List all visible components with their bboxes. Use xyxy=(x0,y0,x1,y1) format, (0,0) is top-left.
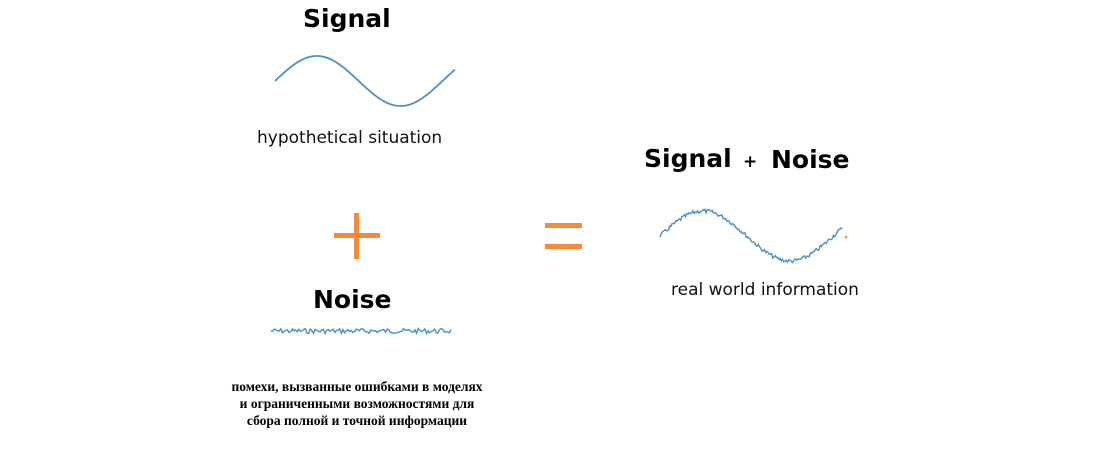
signal-plus-noise-line xyxy=(659,208,843,264)
result-title-signal: Signal xyxy=(644,144,732,173)
signal-caption: hypothetical situation xyxy=(257,128,443,148)
equals-operator-top-bar xyxy=(545,223,582,228)
signal-wave xyxy=(274,55,456,107)
plus-operator-vertical xyxy=(354,213,359,259)
signal-wave-line xyxy=(274,55,456,107)
equals-operator-bottom-bar xyxy=(545,244,582,249)
result-title-plus: + xyxy=(743,152,758,172)
noise-description: помехи, вызванные ошибками в моделях и о… xyxy=(207,378,507,429)
signal-title: Signal xyxy=(303,4,391,33)
noise-title: Noise xyxy=(313,285,392,314)
signal-plus-noise-wave xyxy=(659,208,848,264)
equals-operator xyxy=(545,223,582,251)
wave-end-dot xyxy=(844,235,848,239)
result-caption: real world information xyxy=(671,280,859,300)
noise-description-line-2: и ограниченными возможностями для xyxy=(239,396,475,411)
noise-description-line-3: сбора полной и точной информации xyxy=(246,413,468,428)
plus-operator xyxy=(334,213,380,259)
noise-wave-line xyxy=(270,327,452,336)
noise-description-line-1: помехи, вызванные ошибками в моделях xyxy=(231,379,483,394)
noise-wave xyxy=(270,327,452,336)
result-title-noise: Noise xyxy=(771,145,850,174)
